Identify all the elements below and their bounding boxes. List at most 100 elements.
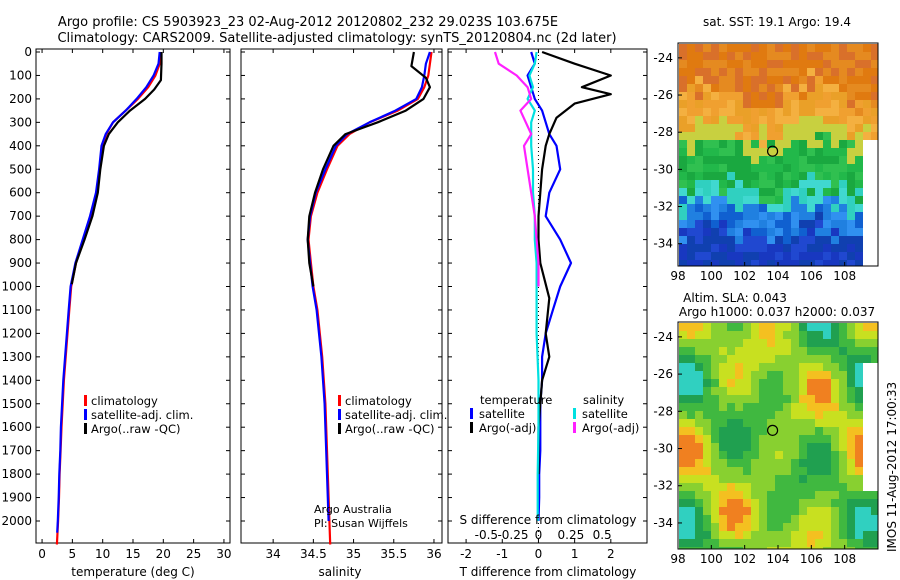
- sst-map-cell: [687, 260, 695, 266]
- legend-label: climatology: [91, 394, 158, 408]
- sst-map-cell: [823, 132, 831, 140]
- sla-map-cell: [711, 539, 719, 547]
- sst-map-cell: [839, 220, 847, 228]
- sla-map-cell: [855, 331, 863, 339]
- sla-map-cell: [743, 419, 751, 427]
- sst-map-cell: [839, 52, 847, 60]
- sst-map-cell: [695, 124, 703, 132]
- sst-map-cell: [863, 148, 871, 156]
- sla-map-cell: [823, 435, 831, 443]
- sla-map-cell: [719, 403, 727, 411]
- sst-map-cell: [823, 252, 831, 260]
- sst-map-cell: [823, 76, 831, 84]
- sla-map-cell: [831, 339, 839, 347]
- sst-map-cell: [815, 68, 823, 76]
- sst-map-cell: [863, 260, 871, 266]
- sla-map-cell: [687, 435, 695, 443]
- sst-map-cell: [751, 108, 759, 116]
- sst-map-cell: [695, 60, 703, 68]
- sst-map-cell: [831, 108, 839, 116]
- sst-map-cell: [759, 68, 767, 76]
- sla-map-cell: [871, 427, 878, 435]
- sla-map-cell: [799, 387, 807, 395]
- sla-map-cell: [855, 547, 863, 549]
- sst-map-cell: [855, 52, 863, 60]
- sla-map-cell: [799, 427, 807, 435]
- sla-map-cell: [751, 419, 759, 427]
- sla-map-cell: [863, 539, 871, 547]
- sla-map-cell: [687, 483, 695, 491]
- sst-map-cell: [687, 124, 695, 132]
- sst-map-cell: [791, 188, 799, 196]
- sla-map-cell: [735, 411, 743, 419]
- sst-map-cell: [807, 44, 815, 52]
- sla-map-cell: [679, 523, 687, 531]
- sst-map-cell: [791, 252, 799, 260]
- sst-map-cell: [743, 132, 751, 140]
- sla-map-cell: [783, 459, 791, 467]
- sst-map-cell: [831, 196, 839, 204]
- sla-map-cell: [847, 363, 855, 371]
- sla-map-cell: [751, 427, 759, 435]
- sst-map-cell: [687, 100, 695, 108]
- sst-map-cell: [695, 44, 703, 52]
- sla-map-cell: [727, 539, 735, 547]
- sla-map-cell: [767, 427, 775, 435]
- depth-tick-label: 1100: [1, 303, 32, 317]
- sla-map-cell: [823, 355, 831, 363]
- sst-map-cell: [815, 204, 823, 212]
- sst-map-cell: [695, 84, 703, 92]
- sst-map-cell: [695, 180, 703, 188]
- sst-map-cell: [863, 108, 871, 116]
- sst-map-cell: [719, 188, 727, 196]
- legend-swatch: [470, 408, 473, 419]
- sst-map-cell: [743, 204, 751, 212]
- sla-map-cell: [807, 387, 815, 395]
- sla-map-cell: [687, 515, 695, 523]
- sla-map-cell: [727, 331, 735, 339]
- depth-tick-label: 2000: [1, 514, 32, 528]
- sst-map-cell: [775, 92, 783, 100]
- sla-map-cell: [751, 435, 759, 443]
- sla-map-cell: [823, 483, 831, 491]
- legend-label: satellite: [582, 407, 628, 421]
- sla-map-cell: [743, 539, 751, 547]
- sla-map-cell: [743, 547, 751, 549]
- sla-map-cell: [703, 395, 711, 403]
- sla-map-cell: [735, 483, 743, 491]
- sst-map-cell: [871, 244, 878, 252]
- sst-map-cell: [783, 196, 791, 204]
- sst-map-cell: [863, 172, 871, 180]
- sla-map-subtitle: Argo h1000: 0.037 h2000: 0.037: [679, 305, 875, 319]
- sla-map-cell: [687, 459, 695, 467]
- sst-map-cell: [799, 196, 807, 204]
- sla-map-cell: [743, 491, 751, 499]
- sla-map-cell: [711, 419, 719, 427]
- sla-map-cell: [687, 411, 695, 419]
- sst-map-cell: [703, 100, 711, 108]
- sst-map-cell: [767, 260, 775, 266]
- sla-map-cell: [863, 491, 871, 499]
- sst-map-cell: [855, 204, 863, 212]
- sst-map-cell: [767, 148, 775, 156]
- sst-map-cell: [775, 100, 783, 108]
- sla-map-cell: [831, 475, 839, 483]
- sst-map-cell: [751, 244, 759, 252]
- sst-map-cell: [727, 68, 735, 76]
- sst-map-cell: [791, 140, 799, 148]
- sla-map-cell: [847, 339, 855, 347]
- sst-map-cell: [831, 116, 839, 124]
- sla-map-cell: [719, 507, 727, 515]
- sla-map-cell: [695, 459, 703, 467]
- sla-map-cell: [799, 547, 807, 549]
- sla-map-cell: [831, 331, 839, 339]
- sst-map-cell: [751, 252, 759, 260]
- sst-map-cell: [831, 52, 839, 60]
- sla-map-cell: [767, 547, 775, 549]
- sla-map-cell: [711, 347, 719, 355]
- sla-map-cell: [831, 499, 839, 507]
- sst-map-cell: [719, 180, 727, 188]
- sla-map-cell: [775, 539, 783, 547]
- sst-map-cell: [847, 124, 855, 132]
- sst-map-cell: [751, 164, 759, 172]
